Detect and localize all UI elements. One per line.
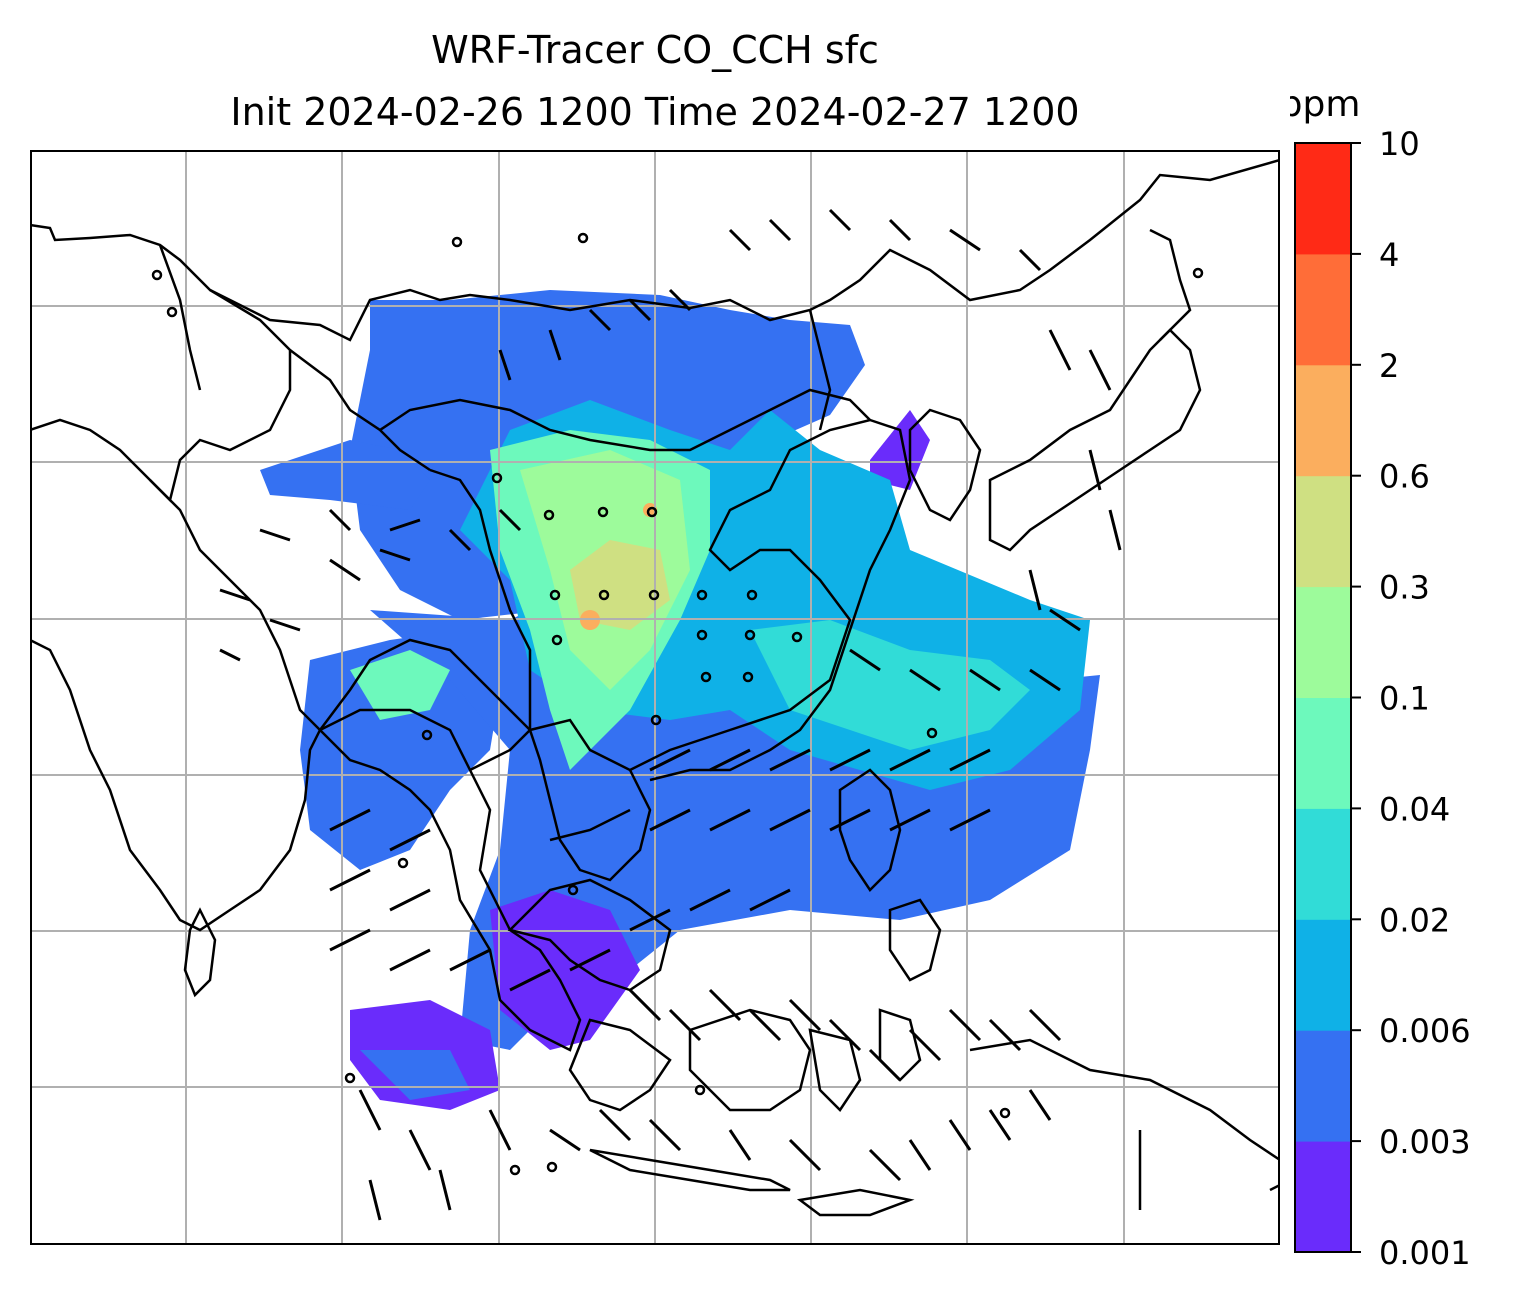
colorbar-swatch	[1295, 143, 1351, 255]
colorbar-swatch	[1295, 1030, 1351, 1142]
colorbar-swatch	[1295, 697, 1351, 809]
colorbar-tick-label: 0.003	[1379, 1123, 1471, 1161]
map-frame	[30, 150, 1280, 1245]
colorbar-tick-label: 0.6	[1379, 458, 1430, 496]
chart-title-line1: WRF-Tracer CO_CCH sfc	[431, 28, 879, 72]
map-panel	[30, 150, 1280, 1245]
colorbar-swatches	[1295, 143, 1351, 1253]
gridlines	[30, 150, 1280, 1245]
colorbar: ppm 0.001 0.003 0.006 0.02 0.04 0.1 0.3 0.6 2 4 10	[1290, 90, 1471, 1272]
colorbar-tick-label: 2	[1379, 347, 1399, 385]
colorbar-swatch	[1295, 364, 1351, 477]
calm-wind-markers	[151, 232, 1204, 1176]
colorbar-tick-label: 0.02	[1379, 901, 1450, 939]
colorbar-tick-label: 0.001	[1379, 1234, 1471, 1272]
colorbar-tick-label: 0.006	[1379, 1012, 1471, 1050]
colorbar-swatch	[1295, 919, 1351, 1031]
tracer-shading	[260, 290, 1100, 1110]
colorbar-tick-label: 4	[1379, 236, 1399, 274]
colorbar-swatch	[1295, 808, 1351, 920]
colorbar-ticks: 0.001 0.003 0.006 0.02 0.04 0.1 0.3 0.6 2 4 10	[1351, 125, 1471, 1272]
colorbar-swatch	[1295, 475, 1351, 588]
colorbar-unit-label: ppm	[1290, 90, 1360, 125]
chart-title-line2: Init 2024-02-26 1200 Time 2024-02-27 120…	[230, 90, 1080, 134]
colorbar-tick-label: 0.1	[1379, 680, 1430, 718]
colorbar-tick-label: 0.04	[1379, 790, 1450, 828]
colorbar-swatch	[1295, 253, 1351, 366]
colorbar-swatch	[1295, 1141, 1351, 1253]
colorbar-swatch	[1295, 586, 1351, 698]
wind-barbs	[219, 208, 1122, 1221]
colorbar-tick-label: 0.3	[1379, 569, 1430, 607]
country-borders	[149, 244, 871, 842]
colorbar-tick-label: 10	[1379, 125, 1420, 163]
